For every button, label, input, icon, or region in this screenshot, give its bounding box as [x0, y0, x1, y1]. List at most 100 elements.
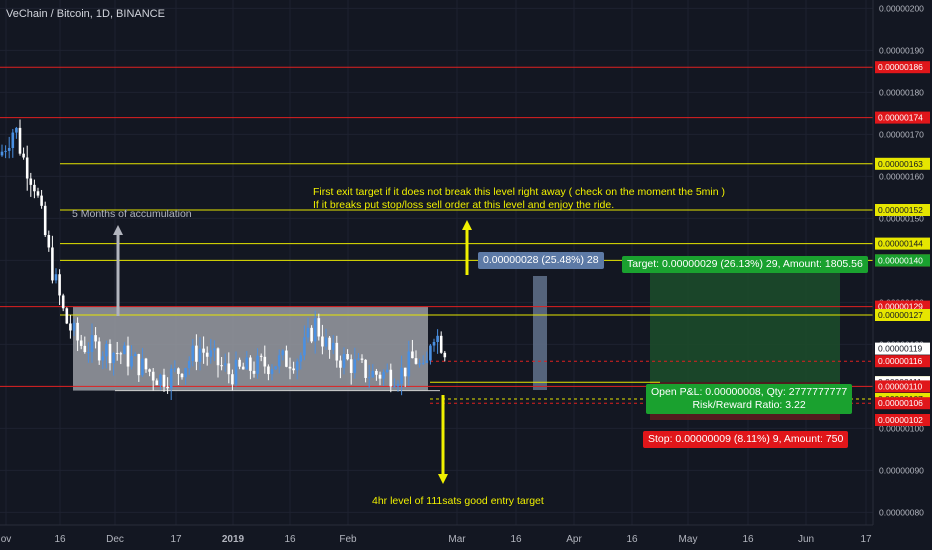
candle-body: [389, 369, 393, 387]
candle-body: [151, 371, 155, 381]
candle-body: [285, 350, 288, 367]
candle-body: [187, 361, 191, 369]
price-tag: [875, 342, 930, 355]
candle-body: [259, 355, 263, 357]
candle-body: [396, 384, 400, 387]
price-tag: [875, 237, 930, 250]
time-tick-label: 16: [54, 534, 66, 545]
price-tag-label: 0.00000144: [878, 239, 923, 249]
candle-body: [382, 372, 385, 379]
candle-body: [101, 356, 105, 361]
accumulation-note: 5 Months of accumulation: [72, 208, 192, 220]
candle-body: [292, 368, 295, 371]
price-axis-bg: [873, 0, 932, 550]
candle-body: [184, 368, 187, 378]
candle-body: [205, 352, 209, 357]
candle-body: [155, 380, 159, 386]
candle-body: [0, 151, 4, 156]
time-tick-label: Feb: [339, 534, 357, 545]
exit-note-line-2: If it breaks put stop/loss sell order at…: [313, 199, 615, 211]
candle-body: [69, 323, 72, 331]
candle-body: [306, 327, 310, 338]
candle-body: [90, 335, 94, 352]
candle-body: [166, 386, 169, 389]
candle-body: [169, 368, 173, 389]
candle-body: [267, 366, 270, 375]
candle-body: [133, 354, 137, 357]
candle-body: [245, 357, 249, 370]
candle-body: [47, 235, 51, 248]
candle-body: [213, 348, 216, 351]
candle-body: [321, 336, 324, 347]
candle-body: [331, 342, 335, 350]
time-tick-label: May: [679, 534, 698, 545]
target-label: Target: 0.00000029 (26.13%) 29, Amount: …: [622, 256, 868, 273]
candle-body: [414, 358, 418, 364]
price-tag-label: 0.00000129: [878, 302, 923, 312]
price-tag-label: 0.00000163: [878, 159, 923, 169]
candle-body: [349, 359, 353, 373]
candle-body: [425, 360, 429, 363]
candle-body: [357, 358, 360, 360]
candle-body: [432, 342, 436, 346]
candle-body: [191, 345, 195, 362]
candle-body: [400, 367, 403, 385]
candle-body: [378, 374, 382, 379]
time-tick-label: 16: [510, 534, 522, 545]
exit-arrow-head: [462, 220, 472, 230]
price-tag-label: 0.00000140: [878, 255, 923, 265]
candle-body: [141, 358, 144, 376]
candle-body: [263, 356, 267, 367]
candle-body: [274, 366, 277, 370]
price-axis[interactable]: 0.00000200 0.00000190 0.00000180 0.00000170…: [872, 0, 932, 550]
candle-body: [209, 350, 213, 357]
candle-body: [115, 352, 119, 354]
candle-body: [15, 127, 18, 133]
price-tick-label: 0.00000170: [879, 129, 924, 139]
candle-body: [159, 374, 162, 386]
candle-body: [436, 335, 439, 343]
price-tag: [875, 157, 930, 170]
price-tag: [875, 111, 930, 124]
candle-body: [335, 342, 339, 361]
candle-body: [360, 358, 364, 360]
time-tick-label: 16: [284, 534, 296, 545]
candle-body: [443, 352, 447, 358]
accumulation-arrow-head: [113, 225, 123, 235]
candle-body: [148, 369, 151, 372]
measure-label: 0.00000028 (25.48%) 28: [478, 252, 604, 269]
candle-body: [97, 341, 101, 361]
exit-note-line-1: First exit target if it does not break t…: [313, 186, 726, 198]
candlesticks: [0, 119, 447, 400]
price-tag: [875, 254, 930, 267]
candle-body: [58, 274, 61, 296]
drawings: [113, 220, 472, 484]
price-tag: [875, 309, 930, 321]
candle-body: [22, 153, 25, 158]
candle-body: [277, 355, 281, 367]
candle-body: [76, 322, 79, 341]
price-tag: [875, 355, 930, 368]
candle-body: [393, 386, 396, 388]
chart-title: VeChain / Bitcoin, 1D, BINANCE: [6, 8, 165, 20]
candle-body: [195, 345, 198, 362]
price-tick-label: 0.00000200: [879, 3, 924, 13]
price-tag-label: 0.00000119: [878, 344, 923, 354]
price-tag-label: 0.00000186: [878, 62, 923, 72]
candle-body: [403, 367, 407, 377]
entry-note: 4hr level of 111sats good entry target: [372, 495, 544, 507]
candle-body: [108, 343, 112, 364]
candle-body: [270, 369, 274, 375]
time-axis[interactable]: ov 16 Dec 17 2019 16 Feb Mar 16 Apr 16 May 16 Jun 17: [0, 524, 873, 545]
pnl-line-2: Risk/Reward Ratio: 3.22: [692, 399, 806, 411]
candle-body: [54, 274, 58, 281]
pnl-line-1: Open P&L: 0.00000008, Qty: 2777777777: [651, 386, 848, 398]
candle-body: [375, 370, 378, 375]
candle-body: [313, 318, 317, 342]
candle-body: [112, 352, 115, 364]
pnl-label: Open P&L: 0.00000008, Qty: 2777777777 Ri…: [646, 384, 853, 414]
candle-body: [177, 368, 180, 374]
time-tick-label: 17: [860, 534, 872, 545]
candle-body: [295, 361, 299, 371]
